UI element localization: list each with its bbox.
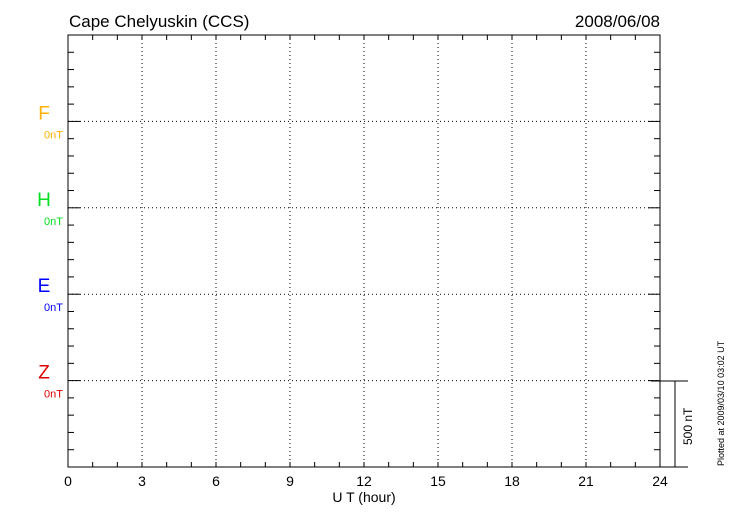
scale-bar-label: 500 nT — [681, 407, 695, 445]
chart-date: 2008/06/08 — [575, 12, 660, 31]
x-axis-label: U T (hour) — [332, 489, 395, 505]
plotted-at-footnote: Plotted at 2009/03/10 03:02 UT — [716, 340, 726, 466]
chart-title: Cape Chelyuskin (CCS) — [69, 12, 249, 31]
grid — [68, 35, 660, 467]
x-tick-label: 24 — [652, 473, 668, 489]
x-tick-label: 21 — [578, 473, 594, 489]
x-tick-label: 0 — [64, 473, 72, 489]
x-tick-label: 12 — [356, 473, 372, 489]
series-name-H: H — [37, 190, 51, 211]
series-labels: F 0nT H 0nT E 0nT Z 0nT — [37, 103, 63, 400]
x-tick-label: 9 — [286, 473, 294, 489]
x-tick-labels: 0 3 6 9 12 15 18 21 24 — [64, 473, 668, 489]
series-name-Z: Z — [38, 363, 50, 384]
series-offset-Z: 0nT — [44, 389, 63, 401]
plot-frame — [67, 34, 661, 468]
series-name-E: E — [38, 276, 51, 297]
series-offset-F: 0nT — [44, 129, 63, 141]
x-tick-label: 6 — [212, 473, 220, 489]
x-tick-label: 18 — [504, 473, 520, 489]
x-tick-label: 15 — [430, 473, 446, 489]
series-name-F: F — [38, 103, 50, 124]
x-tick-label: 3 — [138, 473, 146, 489]
series-offset-H: 0nT — [44, 216, 63, 228]
scale-bar: 500 nT — [651, 380, 695, 468]
series-offset-E: 0nT — [44, 302, 63, 314]
ticks — [68, 35, 660, 467]
